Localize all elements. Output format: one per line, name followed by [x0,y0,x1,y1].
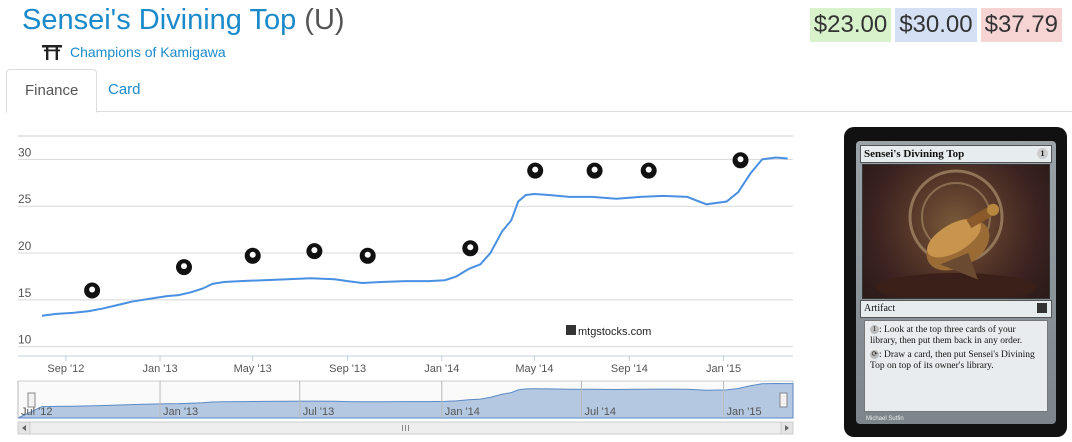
navigator-tick-label: Jan '13 [163,406,198,418]
card-rules-text: 1: Look at the top three cards of your l… [864,320,1048,412]
navigator-tick-label: Jul '12 [21,406,52,418]
fate-reforged-icon [732,152,749,169]
return-to-ravnica-icon-detail [89,286,96,293]
x-tick-label: Jan '15 [706,363,741,375]
navigator-tick-label: Jan '14 [445,406,480,418]
watermark-text: mtgstocks.com [578,326,651,338]
generic-mana-icon: 1 [1037,148,1048,159]
khans-of-tarkir-icon [640,162,657,179]
born-of-the-gods-icon-detail [467,244,474,251]
m15-icon [586,162,603,179]
navigator-tick-label: Jan '15 [727,406,762,418]
navigator-tick-label: Jul '14 [584,406,615,418]
set-line[interactable]: Champions of Kamigawa [42,44,226,60]
rules-text-1: : Look at the top three cards of your li… [870,325,1023,346]
gatecrash-icon [176,259,192,276]
journey-into-nyx-icon-detail [532,166,539,173]
card-art [862,164,1050,299]
theros-icon [359,247,376,264]
navigator-left-handle[interactable] [27,392,36,408]
card-type-text: Artifact [864,303,896,314]
price-chart: 10 15 20 25 30 Sep '12 Jan '13 May '13 Sep '13 Ja… [17,135,794,435]
price-series-line [41,156,788,317]
y-tick-label: 20 [18,239,32,253]
tab-bar: Finance Card [6,69,1072,113]
dragons-maze-icon-detail [249,251,256,258]
navigator-right-handle[interactable] [779,392,788,408]
x-tick-label: Sep '14 [611,363,648,375]
fate-reforged-icon-detail [737,156,744,163]
m15-icon-detail [591,166,598,173]
price-group: $23.00 $30.00 $37.79 [809,8,1062,42]
price-high: $37.79 [980,8,1062,42]
x-tick-label: Jan '13 [142,363,177,375]
khans-of-tarkir-icon-detail [645,166,652,173]
rules-text-2: : Draw a card, then put Sensei's Divinin… [870,350,1035,371]
x-tick-label: Sep '13 [329,363,366,375]
x-tick-label: Sep '12 [47,363,84,375]
divining-top-art [876,169,1036,298]
set-name-link[interactable]: Champions of Kamigawa [70,44,226,60]
navigator-tick-label: Jul '13 [303,406,334,418]
price-mid: $30.00 [895,8,977,42]
navigator-area [17,382,794,419]
return-to-ravnica-icon [84,282,101,299]
theros-icon-detail [364,251,371,258]
m14-icon [306,243,323,260]
tab-card[interactable]: Card [108,81,141,98]
y-tick-label: 10 [18,333,32,347]
x-tick-label: May '13 [234,363,272,375]
y-tick-label: 30 [18,145,32,159]
card-rarity: (U) [304,4,345,36]
x-tick-label: May '14 [515,363,553,375]
card-image-name-text: Sensei's Divining Top [864,148,965,160]
scroll-left-arrow-icon [22,425,26,431]
gatecrash-icon-detail [181,263,187,270]
set-symbol-icon [1037,303,1047,313]
x-tick-label: Jan '14 [424,363,459,375]
card-image: Sensei's Divining Top 1 Artifact [844,127,1067,437]
m14-icon-detail [311,247,318,254]
torii-icon [42,45,62,60]
card-name: Sensei's Divining Top [22,4,297,36]
scroll-right-arrow-icon [785,425,789,431]
mtgstocks-logo-icon [566,325,576,335]
dragons-maze-icon [244,247,261,264]
tap-icon: ⟳ [870,350,879,360]
y-tick-label: 15 [18,286,32,300]
price-low: $23.00 [809,8,892,42]
card-artist: Michael Sutfin [866,416,904,422]
card-title: Sensei's Divining Top (U) [22,4,345,37]
one-mana-icon: 1 [870,325,879,335]
born-of-the-gods-icon [462,240,479,257]
card-frame: Sensei's Divining Top 1 Artifact [856,141,1056,424]
card-image-name: Sensei's Divining Top 1 [860,145,1052,163]
card-type-line: Artifact [860,300,1052,318]
tab-finance[interactable]: Finance [6,69,98,113]
mtgstocks-watermark: mtgstocks.com [566,325,651,338]
journey-into-nyx-icon [527,162,544,179]
y-tick-label: 25 [18,192,32,206]
